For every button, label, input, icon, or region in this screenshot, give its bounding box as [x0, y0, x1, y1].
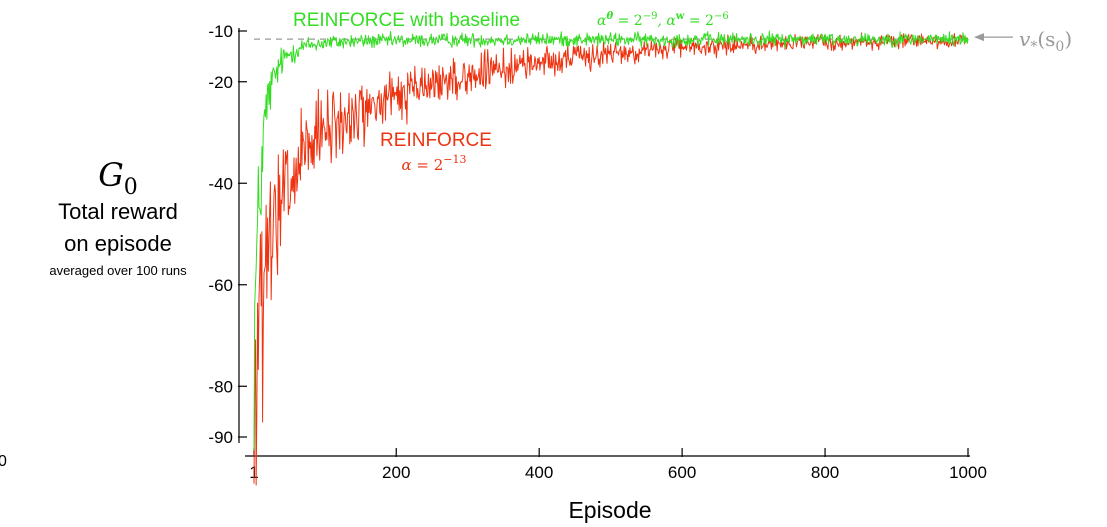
- y-axis-symbol-sub: 0: [124, 175, 138, 200]
- series-label-baseline: REINFORCE with baseline αθ = 2−9, αw = 2…: [293, 10, 729, 31]
- baseline-param-w-value-sup: −6: [714, 11, 729, 22]
- ref-symbol: v: [1019, 27, 1031, 51]
- x-tick-label: 200: [382, 463, 410, 482]
- reinforce-param-alpha: α: [401, 156, 411, 174]
- y-tick-label: -20: [208, 73, 233, 92]
- stray-label: 0: [0, 453, 7, 470]
- series-line-reinforce-with-baseline: [253, 30, 969, 451]
- y-axis-label-line-1: Total reward: [58, 199, 178, 224]
- reinforce-param-value-sup: −13: [443, 153, 466, 166]
- ref-arg-sub: 0: [1055, 39, 1064, 55]
- x-tick-label: 600: [668, 463, 696, 482]
- baseline-param-w-sup: w: [675, 11, 685, 22]
- baseline-param-alpha-sup: θ: [606, 11, 613, 22]
- reference-line-label-text: v*(s0): [1019, 27, 1072, 55]
- y-axis-label-line-2: on episode: [64, 231, 172, 256]
- y-tick-label: -90: [208, 428, 233, 447]
- reference-line-label: v*(s0): [1019, 27, 1072, 55]
- ref-arg: (s: [1037, 27, 1055, 51]
- series-group: [253, 30, 969, 486]
- reinforce-param-value: = 2: [412, 156, 444, 174]
- baseline-param-w-value: = 2: [684, 13, 714, 29]
- reference-arrow-head: [974, 33, 984, 42]
- y-axis-label-group: G0 Total reward on episode averaged over…: [49, 156, 187, 278]
- series-label-reinforce-name: REINFORCE: [380, 130, 492, 151]
- ref-symbol-sub: *: [1030, 39, 1037, 55]
- y-tick-label: -80: [208, 377, 233, 396]
- series-label-baseline-name: REINFORCE with baseline: [293, 10, 520, 31]
- baseline-param-alpha-value-sup: −9: [643, 11, 658, 22]
- baseline-param-alpha-value: = 2: [613, 13, 643, 29]
- axes: [238, 28, 970, 457]
- y-axis-ticks: -10 -20 -40 -60 -80 -90: [208, 22, 247, 447]
- series-label-reinforce: REINFORCE α = 2−13: [380, 130, 492, 174]
- y-axis-symbol-main: G: [98, 156, 124, 194]
- x-axis-title: Episode: [568, 497, 651, 523]
- y-axis-symbol: G0: [98, 156, 138, 200]
- baseline-param-alpha: α: [597, 13, 607, 29]
- series-line-reinforce: [253, 32, 969, 486]
- x-tick-label: 400: [525, 463, 553, 482]
- x-tick-label: 1000: [949, 463, 987, 482]
- series-label-baseline-params: αθ = 2−9, αw = 2−6: [597, 11, 729, 29]
- y-axis-note: averaged over 100 runs: [49, 263, 187, 278]
- y-tick-label: -40: [208, 174, 233, 193]
- x-tick-label: 800: [811, 463, 839, 482]
- y-tick-label: -60: [208, 276, 233, 295]
- x-axis-ticks: 1 200 400 600 800 1000: [249, 448, 987, 482]
- baseline-param-w: , α: [657, 13, 676, 29]
- y-tick-label: -10: [208, 22, 233, 41]
- series-label-reinforce-params: α = 2−13: [401, 153, 466, 174]
- ref-close: ): [1064, 27, 1072, 51]
